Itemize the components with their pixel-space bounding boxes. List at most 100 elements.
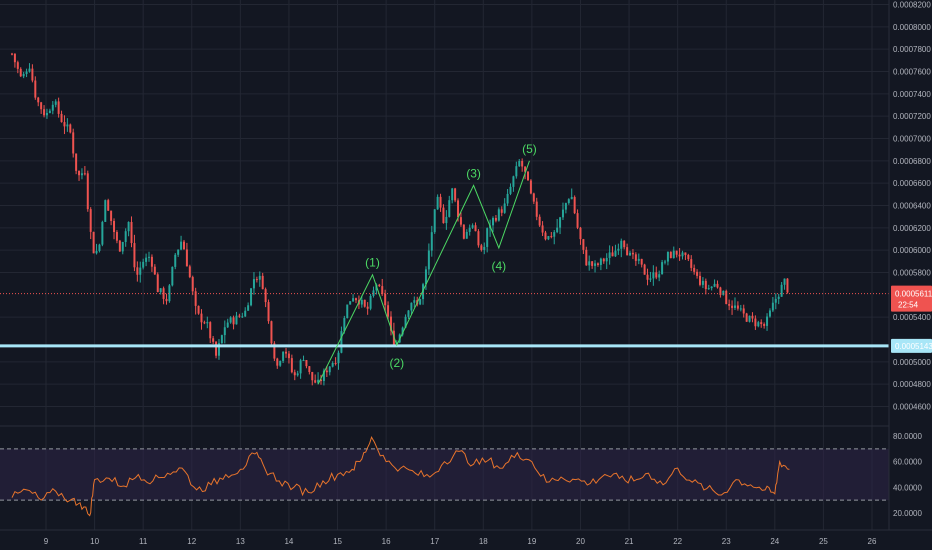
candle-down	[579, 227, 582, 240]
candle-up	[617, 248, 620, 251]
grid	[0, 0, 889, 530]
candle-up	[407, 310, 410, 317]
candle-up	[121, 241, 124, 252]
candle-up	[168, 285, 171, 302]
candle-down	[334, 362, 337, 364]
candle-up	[101, 221, 104, 245]
candle-up	[492, 217, 495, 226]
price-tick-label: 0.0007800	[893, 45, 931, 54]
candle-up	[244, 310, 247, 317]
price-tags: 0.0005611 22:54 0.0005143	[891, 285, 932, 353]
candle-down	[43, 109, 46, 116]
wave-line	[317, 160, 530, 385]
candle-up	[95, 250, 98, 254]
candle-up	[404, 316, 407, 328]
candle-up	[661, 262, 664, 275]
candle-down	[576, 213, 579, 228]
candle-down	[684, 252, 687, 255]
candle-down	[200, 313, 203, 323]
current-price-tag-label: 0.0005611	[895, 290, 932, 299]
candle-up	[652, 272, 655, 279]
candle-down	[19, 68, 22, 77]
candle-down	[439, 196, 442, 208]
candle-down	[308, 366, 311, 372]
candle-down	[541, 225, 544, 233]
candle-up	[512, 176, 515, 187]
candle-up	[768, 310, 771, 317]
candle-down	[602, 258, 605, 262]
price-tick-label: 0.0008000	[893, 23, 931, 32]
candle-down	[92, 231, 95, 254]
candle-down	[500, 209, 503, 213]
candle-up	[206, 322, 209, 324]
candle-down	[293, 372, 296, 376]
price-axis[interactable]: 0.0008200 0.0008000 0.0007800 0.0007600 0.00…	[893, 1, 931, 412]
candle-down	[37, 97, 40, 103]
candle-up	[433, 209, 436, 233]
candle-down	[182, 241, 185, 250]
time-tick-label: 13	[236, 537, 245, 546]
time-axis[interactable]: 9 10 11 12 13 14 15 16 17 18 19 20 21 22 23 24 25 26	[44, 537, 877, 546]
candle-down	[115, 232, 118, 241]
candle-up	[349, 301, 352, 305]
candle-down	[156, 274, 159, 293]
candle-down	[366, 306, 369, 309]
elliott-wave: (1) (2) (3) (4) (5)	[317, 142, 537, 385]
candle-down	[378, 284, 381, 287]
candle-up	[559, 217, 562, 228]
candle-up	[497, 209, 500, 221]
candle-down	[133, 243, 136, 268]
time-tick-label: 18	[479, 537, 488, 546]
candle-down	[290, 358, 293, 373]
candle-up	[48, 110, 51, 113]
candle-up	[98, 244, 101, 251]
time-tick-label: 26	[868, 537, 877, 546]
candle-up	[235, 315, 238, 325]
price-tick-label: 0.0006800	[893, 157, 931, 166]
candle-down	[742, 308, 745, 314]
candle-up	[127, 221, 130, 232]
candle-down	[731, 305, 734, 308]
candle-up	[771, 302, 774, 311]
candle-up	[124, 231, 127, 242]
candle-down	[719, 287, 722, 295]
candle-down	[212, 338, 215, 342]
time-tick-label: 10	[90, 537, 99, 546]
candle-down	[693, 267, 696, 272]
price-tick-label: 0.0007600	[893, 68, 931, 77]
candle-up	[331, 362, 334, 367]
rsi-band-fill	[0, 448, 889, 501]
candle-down	[78, 170, 81, 176]
candle-up	[608, 252, 611, 258]
candle-down	[40, 102, 43, 110]
candle-down	[524, 166, 527, 172]
wave-label-1: (1)	[365, 256, 380, 270]
candle-up	[451, 188, 454, 201]
candle-up	[352, 298, 355, 302]
candle-down	[646, 274, 649, 280]
candle-down	[690, 259, 693, 268]
wave-label-3: (3)	[466, 166, 481, 180]
candle-down	[238, 315, 241, 317]
candle-down	[191, 277, 194, 292]
bar-countdown-label: 22:54	[898, 301, 919, 310]
candle-down	[532, 193, 535, 202]
candlestick-series	[10, 52, 789, 386]
candle-up	[620, 240, 623, 249]
candle-up	[556, 227, 559, 233]
candle-up	[177, 249, 180, 255]
candle-down	[550, 236, 553, 238]
time-tick-label: 14	[284, 537, 293, 546]
candle-up	[337, 352, 340, 364]
candle-down	[457, 200, 460, 218]
candle-up	[343, 318, 346, 332]
support-price-tag-label: 0.0005143	[895, 342, 932, 351]
candle-up	[302, 360, 305, 362]
candle-up	[465, 231, 468, 239]
candle-up	[145, 257, 148, 262]
candle-down	[381, 286, 384, 294]
price-tick-label: 0.0006400	[893, 202, 931, 211]
rsi-axis[interactable]: 80.0000 60.0000 40.0000 20.0000	[893, 432, 922, 518]
candle-up	[217, 343, 220, 356]
